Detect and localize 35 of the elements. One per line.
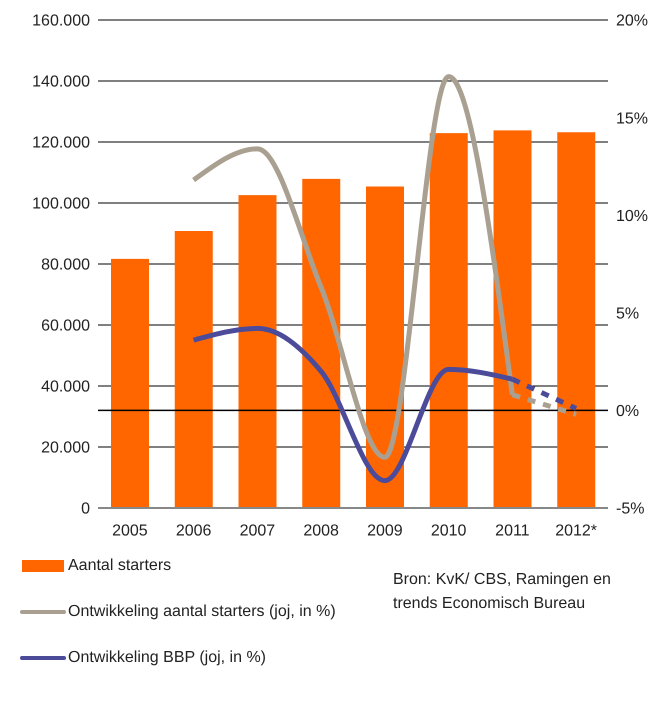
text: Bron: KvK/ CBS, Ramingen en trends Economisch Bureau [393,570,612,614]
bar [238,195,276,508]
y2-tick-label: -5% [616,500,644,518]
y2-tick-label: 5% [616,305,640,322]
y2-tick-label: 20% [616,12,648,30]
x-tick-label: 2005 [112,522,148,540]
y-tick-label: 100.000 [32,196,90,213]
bar [494,130,532,508]
y-tick-label: 140.000 [32,74,90,91]
y-tick-label: 40.000 [41,378,90,396]
y2-tick-label: 10% [616,208,648,225]
x-tick-label: 2012* [555,522,598,540]
y2-tick-label: 0% [616,403,640,420]
x-tick-label: 2011 [495,522,530,540]
bar [430,133,468,508]
bar [111,258,149,508]
y-tick-label: 80.000 [41,256,90,274]
bar [366,186,404,508]
x-tick-label: 2006 [176,522,212,540]
x-tick-label: 2010 [430,522,467,540]
legend-label: Ontwikkeling BBP (joj, in %) [68,649,266,667]
y-tick-label: 0 [81,500,90,518]
x-tick-label: 2007 [240,522,276,540]
x-tick-label: 2009 [367,522,403,540]
y2-tick-label: 15% [616,110,648,128]
x-tick-label: 2008 [303,522,340,540]
bar [557,132,596,508]
bar [174,231,213,508]
y-tick-label: 160.000 [32,12,90,30]
y-tick-label: 120.000 [32,134,90,152]
legend-label: Ontwikkeling aantal starters (joj, in %) [68,603,336,621]
legend-label: Aantal starters [68,557,172,575]
y-tick-label: 20.000 [41,440,90,457]
y-tick-label: 60.000 [41,318,90,335]
bar [302,178,340,508]
